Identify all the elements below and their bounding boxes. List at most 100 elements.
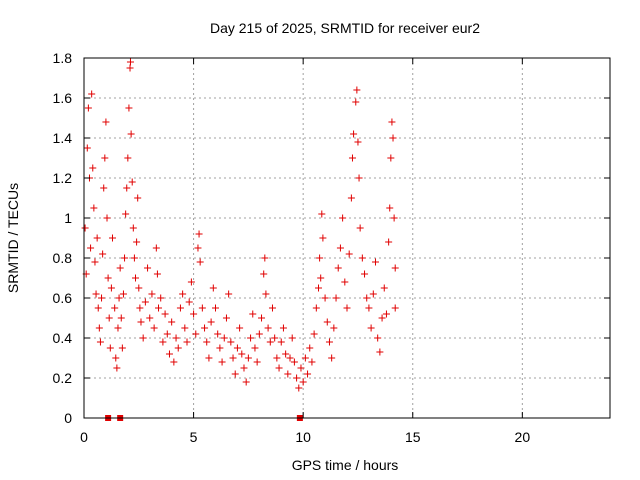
data-point — [96, 338, 104, 346]
data-point — [157, 294, 165, 302]
data-point — [299, 378, 307, 386]
data-point — [218, 358, 226, 366]
data-point — [336, 244, 344, 252]
data-point — [92, 290, 100, 298]
y-tick-label: 1.8 — [53, 50, 73, 66]
data-point — [367, 324, 375, 332]
y-tick-label: 0.4 — [53, 330, 73, 346]
data-point — [125, 104, 133, 112]
data-point — [126, 64, 134, 72]
data-point — [130, 254, 138, 262]
data-point — [139, 334, 147, 342]
data-point — [371, 258, 379, 266]
data-point — [104, 274, 112, 282]
data-point — [242, 378, 250, 386]
data-point — [137, 318, 145, 326]
data-point — [251, 344, 259, 352]
data-point — [136, 304, 144, 312]
data-point — [328, 354, 336, 362]
data-point — [106, 344, 114, 352]
data-point — [179, 290, 187, 298]
data-point — [348, 154, 356, 162]
data-point — [319, 234, 327, 242]
data-point — [89, 164, 97, 172]
data-point — [190, 310, 198, 318]
x-tick-label: 20 — [515, 429, 531, 445]
data-point — [83, 144, 91, 152]
data-point — [268, 304, 276, 312]
data-point — [334, 264, 342, 272]
data-point — [390, 214, 398, 222]
data-point — [220, 334, 228, 342]
data-point — [91, 258, 99, 266]
data-point — [205, 354, 213, 362]
data-point — [227, 338, 235, 346]
data-point — [152, 244, 160, 252]
data-point — [102, 118, 110, 126]
data-point — [122, 210, 130, 218]
data-point — [87, 244, 95, 252]
y-tick-label: 1.6 — [53, 90, 73, 106]
y-tick-label: 1 — [64, 210, 72, 226]
data-point — [201, 324, 209, 332]
data-point — [262, 290, 270, 298]
data-point — [161, 310, 169, 318]
data-point — [118, 344, 126, 352]
data-point — [114, 324, 122, 332]
data-point — [181, 324, 189, 332]
data-point — [310, 330, 318, 338]
grid-lines — [84, 58, 610, 418]
data-point — [295, 384, 303, 392]
data-point — [288, 334, 296, 342]
data-point — [343, 304, 351, 312]
data-point — [330, 324, 338, 332]
data-point — [146, 314, 154, 322]
plot-frame — [83, 57, 611, 419]
data-point — [124, 154, 132, 162]
y-tick-label: 0 — [64, 410, 72, 426]
data-point — [352, 98, 360, 106]
data-point — [355, 174, 363, 182]
data-point — [236, 324, 244, 332]
data-point — [126, 58, 134, 66]
data-point — [361, 270, 369, 278]
data-point — [363, 294, 371, 302]
data-point — [119, 290, 127, 298]
data-point — [387, 154, 395, 162]
data-point — [134, 194, 142, 202]
data-point — [273, 354, 281, 362]
data-point — [98, 294, 106, 302]
y-tick-label: 0.2 — [53, 370, 73, 386]
data-point — [286, 354, 294, 362]
data-point — [99, 250, 107, 258]
data-point — [306, 344, 314, 352]
x-tick-label: 15 — [405, 429, 421, 445]
data-point — [301, 354, 309, 362]
x-axis-label: GPS time / hours — [292, 457, 399, 473]
data-point — [308, 358, 316, 366]
data-point — [196, 258, 204, 266]
data-point — [376, 348, 384, 356]
data-point — [168, 318, 176, 326]
data-point — [194, 244, 202, 252]
data-point — [187, 278, 195, 286]
data-point — [353, 86, 361, 94]
data-point — [325, 338, 333, 346]
data-point — [290, 358, 298, 366]
data-point — [275, 364, 283, 372]
data-point — [163, 330, 171, 338]
data-point — [203, 338, 211, 346]
data-point — [365, 304, 373, 312]
data-point — [318, 210, 326, 218]
data-point — [321, 294, 329, 302]
data-point — [358, 254, 366, 262]
data-point — [159, 338, 167, 346]
data-point — [347, 194, 355, 202]
data-point — [93, 234, 101, 242]
data-point — [323, 318, 331, 326]
data-point — [339, 214, 347, 222]
data-point — [354, 138, 362, 146]
data-point — [176, 304, 184, 312]
data-point — [207, 318, 215, 326]
